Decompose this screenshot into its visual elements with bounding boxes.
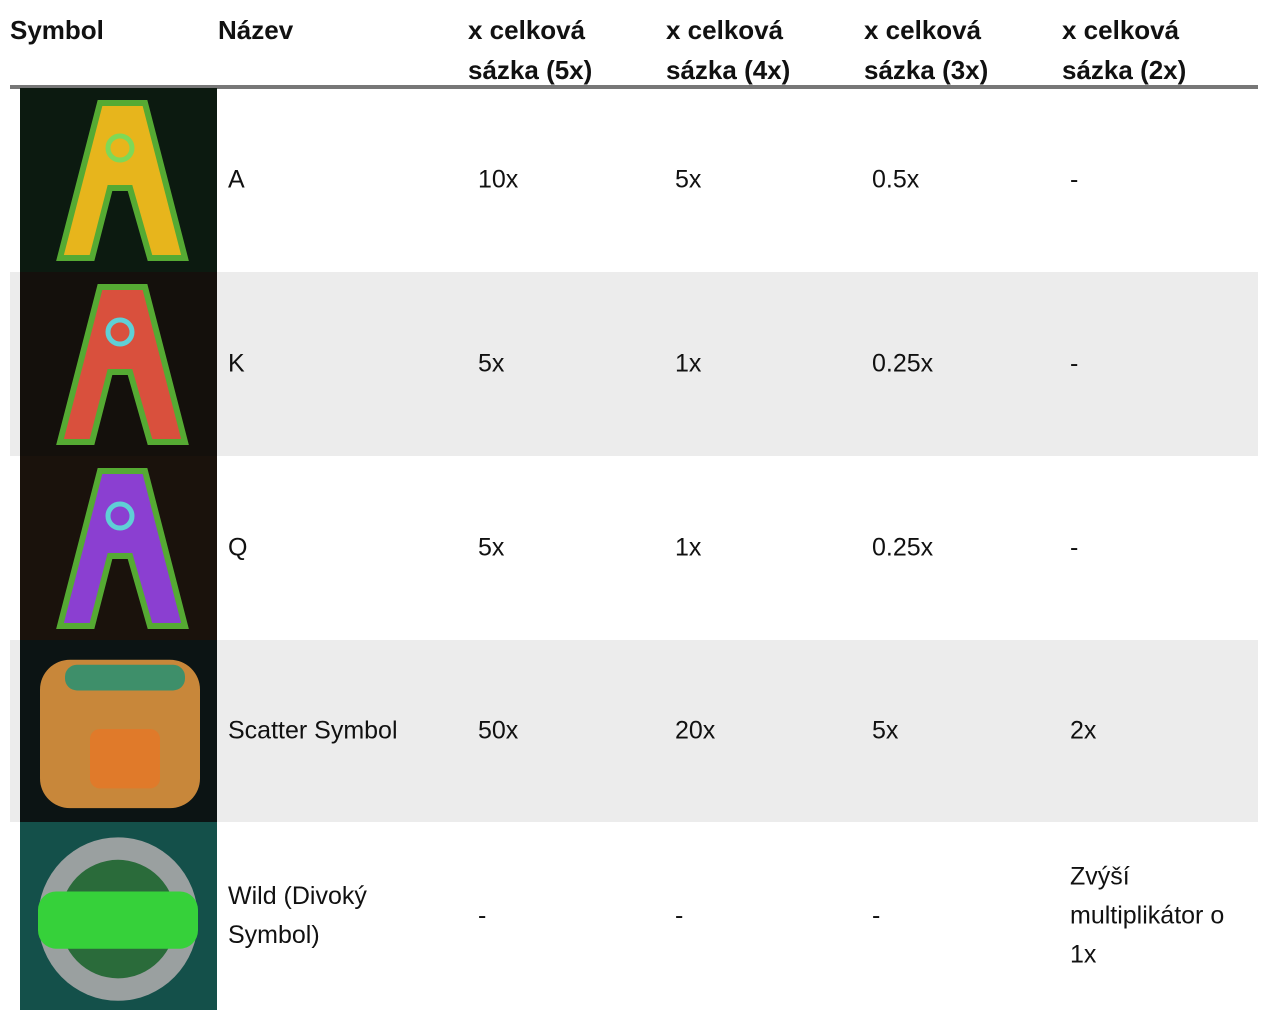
payout-cell: 1x bbox=[675, 349, 702, 378]
symbol-name: Wild (Divoký Symbol) bbox=[228, 882, 367, 949]
symbol-image bbox=[20, 88, 217, 272]
payout-cell: - bbox=[1070, 533, 1079, 562]
header-cell: x celková sázka (5x) bbox=[468, 15, 593, 85]
table-row: Scatter Symbol 50x 20x 5x 2x bbox=[10, 640, 1258, 822]
payout-cell: 5x bbox=[478, 533, 505, 562]
symbol-image bbox=[20, 456, 217, 640]
payout-cell: 20x bbox=[675, 716, 716, 745]
symbol-image bbox=[20, 822, 217, 1010]
payout-cell: 5x bbox=[872, 716, 899, 745]
table-row: Wild (Divoký Symbol) - - - Zvýší multiplikát… bbox=[10, 822, 1258, 1010]
payout-cell: - bbox=[1070, 349, 1079, 378]
payout-cell: 1x bbox=[675, 533, 702, 562]
payout-cell: - bbox=[675, 901, 684, 930]
header-cell: x celková sázka (2x) bbox=[1062, 15, 1187, 85]
payout-cell: 5x bbox=[675, 165, 702, 194]
symbol-name: Scatter Symbol bbox=[228, 716, 398, 745]
symbol-image bbox=[20, 272, 217, 456]
symbol-name: K bbox=[228, 349, 245, 378]
symbol-image bbox=[20, 640, 217, 822]
header-cell: x celková sázka (3x) bbox=[864, 15, 989, 85]
payout-cell: 10x bbox=[478, 165, 519, 194]
symbol-name: A bbox=[228, 165, 245, 194]
header-rule bbox=[10, 85, 1258, 89]
symbol-name: Q bbox=[228, 533, 248, 562]
table-row: A 10x 5x 0.5x - bbox=[10, 88, 1258, 272]
table-row: K 5x 1x 0.25x - bbox=[10, 272, 1258, 456]
payout-cell: 5x bbox=[478, 349, 505, 378]
payout-cell: 50x bbox=[478, 716, 519, 745]
payout-cell: 0.25x bbox=[872, 349, 934, 378]
payout-cell: Zvýší multiplikátor o 1x bbox=[1070, 862, 1225, 969]
payout-cell: - bbox=[1070, 165, 1079, 194]
header-cell: Symbol bbox=[10, 15, 104, 45]
payout-cell: - bbox=[872, 901, 881, 930]
header-cell: x celková sázka (4x) bbox=[666, 15, 791, 85]
payout-cell: - bbox=[478, 901, 487, 930]
payout-cell: 0.25x bbox=[872, 533, 934, 562]
table-row: Q 5x 1x 0.25x - bbox=[10, 456, 1258, 640]
payout-cell: 0.5x bbox=[872, 165, 920, 194]
header-cell: Název bbox=[218, 15, 294, 45]
payout-cell: 2x bbox=[1070, 716, 1097, 745]
